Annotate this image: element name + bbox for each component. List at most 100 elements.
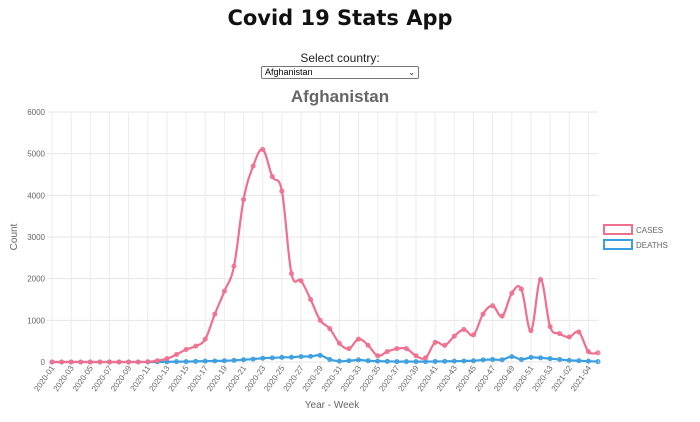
data-point-deaths — [174, 359, 180, 365]
data-point-cases — [174, 352, 180, 357]
data-point-cases — [164, 356, 170, 362]
data-point-cases — [346, 346, 352, 352]
x-axis-title: Year - Week — [305, 400, 360, 411]
data-point-deaths — [183, 359, 189, 365]
data-point-cases — [557, 331, 563, 337]
data-point-deaths — [308, 353, 314, 359]
data-point-deaths — [470, 358, 476, 364]
data-point-deaths — [528, 354, 534, 360]
data-point-cases — [231, 263, 237, 269]
country-select-value: Afghanistan — [265, 67, 313, 77]
data-point-cases — [394, 346, 400, 352]
data-point-deaths — [451, 358, 457, 364]
data-point-deaths — [193, 358, 199, 364]
data-point-deaths — [499, 357, 505, 363]
data-point-cases — [126, 359, 132, 365]
data-point-deaths — [298, 354, 304, 360]
data-point-deaths — [595, 359, 601, 365]
data-point-cases — [154, 358, 160, 364]
data-point-deaths — [490, 357, 496, 362]
data-point-cases — [135, 359, 141, 365]
data-point-cases — [528, 328, 534, 334]
data-point-cases — [490, 303, 496, 309]
data-point-cases — [585, 349, 591, 355]
x-tick-label: 2021-04 — [569, 364, 594, 394]
data-point-cases — [480, 311, 486, 317]
data-point-cases — [576, 329, 582, 335]
data-point-cases — [384, 349, 390, 355]
legend-item-deaths[interactable]: DEATHS — [603, 239, 668, 250]
data-point-cases — [461, 327, 467, 332]
data-point-cases — [470, 332, 476, 338]
data-point-deaths — [202, 358, 208, 364]
data-point-deaths — [394, 359, 400, 365]
data-point-deaths — [375, 358, 381, 364]
data-point-deaths — [288, 354, 294, 360]
data-point-cases — [442, 342, 448, 348]
data-point-cases — [68, 359, 74, 365]
data-point-cases — [288, 271, 294, 277]
y-axis-title: Count — [9, 223, 20, 250]
select-country-label: Select country: — [300, 51, 380, 65]
series-cases — [49, 147, 601, 365]
data-point-cases — [317, 317, 323, 323]
legend: CASES DEATHS — [603, 224, 668, 250]
legend-swatch — [603, 224, 633, 235]
data-point-deaths — [432, 359, 438, 364]
series-layer — [49, 147, 601, 365]
data-point-cases — [336, 340, 342, 346]
data-point-cases — [432, 339, 438, 345]
data-point-deaths — [384, 358, 390, 364]
y-tick-label: 0 — [41, 358, 46, 367]
data-point-deaths — [365, 358, 371, 364]
country-select[interactable]: Afghanistan ⌄ — [261, 66, 419, 79]
series-line-cases — [51, 148, 599, 364]
data-point-cases — [106, 359, 112, 365]
legend-label: DEATHS — [636, 241, 668, 250]
data-point-cases — [298, 278, 304, 284]
data-point-deaths — [413, 359, 419, 365]
data-point-deaths — [269, 355, 275, 361]
data-point-cases — [403, 346, 409, 352]
data-point-cases — [279, 188, 285, 194]
data-point-cases — [183, 347, 189, 352]
data-point-cases — [375, 353, 381, 359]
data-point-deaths — [260, 355, 266, 361]
y-tick-label: 4000 — [27, 191, 45, 200]
data-point-deaths — [250, 356, 256, 362]
data-point-cases — [212, 311, 218, 317]
data-point-deaths — [480, 357, 486, 363]
data-point-deaths — [566, 357, 572, 363]
chart-title: Afghanistan — [291, 87, 389, 106]
app-title: Covid 19 Stats App — [227, 6, 453, 30]
data-point-cases — [202, 336, 208, 342]
data-point-cases — [116, 359, 122, 365]
data-point-deaths — [442, 358, 448, 364]
data-point-deaths — [241, 357, 247, 363]
data-point-deaths — [461, 358, 467, 364]
data-point-deaths — [547, 356, 553, 362]
x-axis: 2020-012020-032020-052020-072020-092020-… — [32, 362, 593, 393]
data-point-deaths — [509, 354, 515, 360]
legend-item-cases[interactable]: CASES — [603, 224, 663, 235]
data-point-deaths — [518, 357, 524, 362]
data-point-deaths — [221, 358, 227, 364]
data-point-deaths — [538, 355, 544, 361]
data-point-cases — [365, 342, 371, 348]
legend-label: CASES — [636, 226, 663, 235]
data-point-cases — [193, 343, 199, 349]
data-point-deaths — [356, 357, 362, 363]
data-point-cases — [59, 359, 65, 365]
data-point-deaths — [557, 357, 563, 362]
data-point-cases — [269, 174, 275, 180]
data-point-cases — [260, 147, 266, 152]
chart-grid — [51, 111, 598, 363]
data-point-cases — [566, 334, 572, 340]
data-point-cases — [87, 359, 93, 365]
legend-swatch — [603, 239, 633, 250]
data-point-cases — [509, 290, 515, 296]
data-point-cases — [241, 197, 247, 202]
data-point-cases — [250, 163, 256, 169]
data-point-cases — [49, 359, 55, 365]
data-point-cases — [327, 326, 333, 332]
